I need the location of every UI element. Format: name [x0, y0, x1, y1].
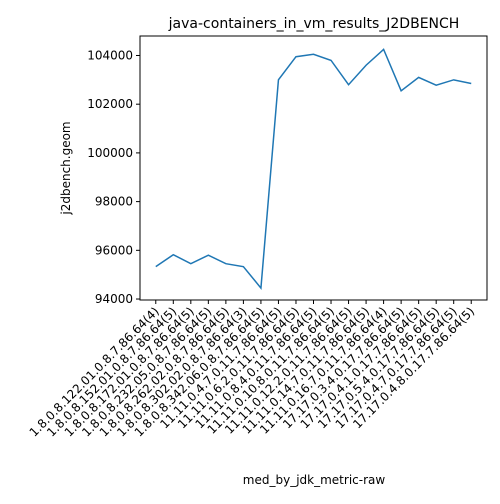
y-tick-label: 104000	[87, 48, 133, 62]
line	[155, 48, 472, 290]
y-tick-label: 102000	[87, 97, 133, 111]
y-axis-label: j2dbench.geom	[59, 121, 73, 215]
x-axis-label: med_by_jdk_metric-raw	[243, 473, 386, 487]
chart-title: java-containers_in_vm_results_J2DBENCH	[168, 16, 460, 32]
y-tick-label: 100000	[87, 146, 133, 160]
y-tick-label: 94000	[95, 292, 133, 306]
plot-frame	[139, 35, 488, 301]
y-tick-label: 98000	[95, 195, 133, 209]
y-tick-label: 96000	[95, 243, 133, 257]
